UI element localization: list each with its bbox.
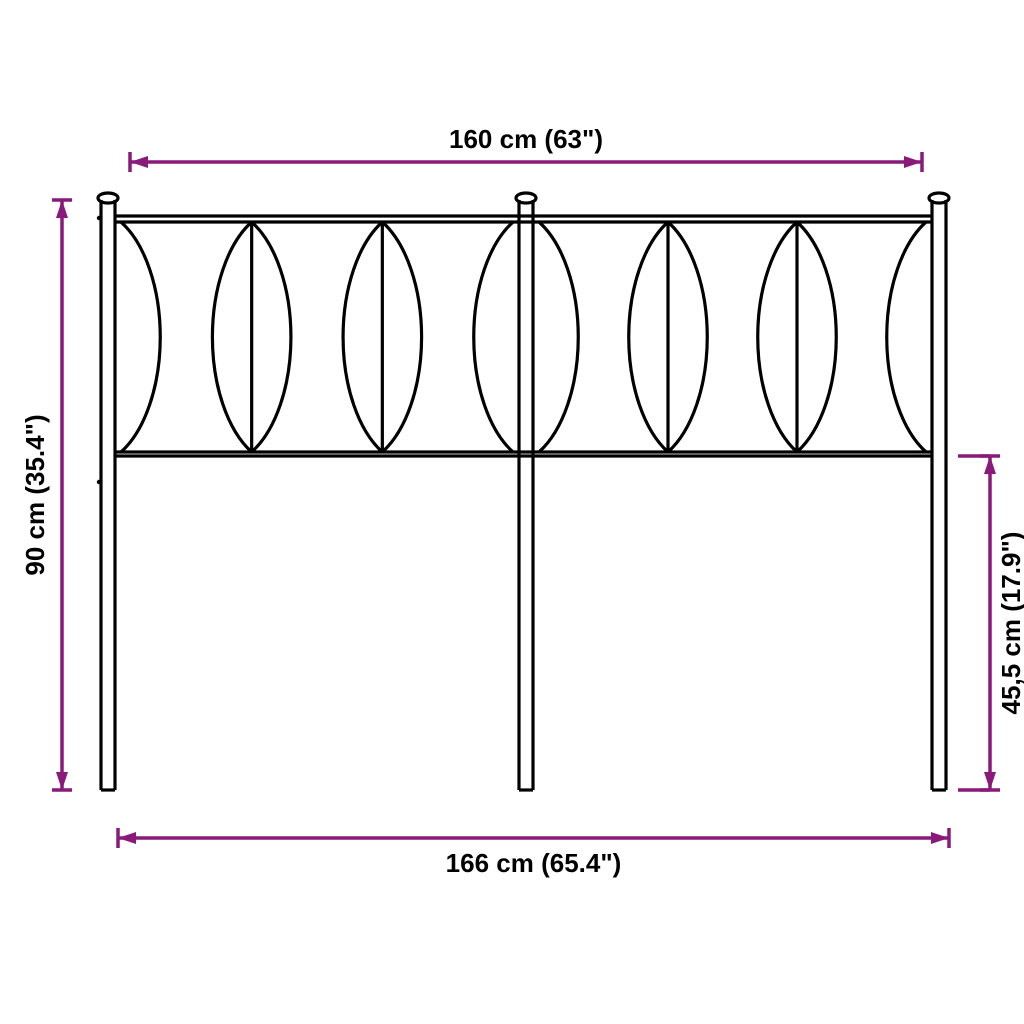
dimension-label: 90 cm (35.4") (20, 414, 50, 575)
dimension-label: 166 cm (65.4") (446, 848, 622, 878)
dimensions: 160 cm (63") 166 cm (65.4") 90 cm (35.4") 4… (20, 124, 1024, 878)
headboard-drawing (97, 193, 949, 790)
dimension-label: 160 cm (63") (449, 124, 603, 154)
dimension-label: 45,5 cm (17.9") (996, 532, 1024, 715)
